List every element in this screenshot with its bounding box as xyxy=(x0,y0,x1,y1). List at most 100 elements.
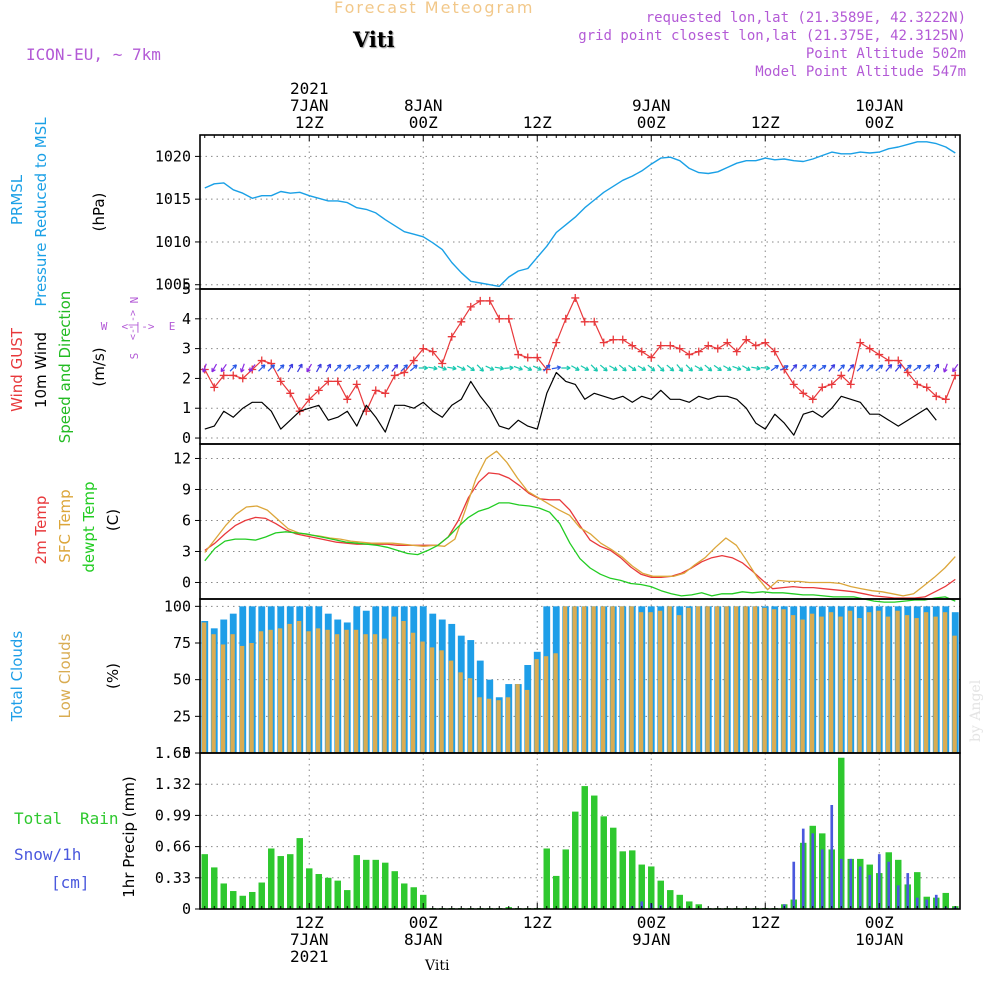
total-rain-label-b: Rain xyxy=(80,809,119,828)
gust-marker xyxy=(865,344,874,353)
low-cloud-bar xyxy=(809,613,815,753)
rain-bar xyxy=(353,855,360,909)
wind-direction-arrow xyxy=(287,363,294,373)
low-cloud-bar xyxy=(410,632,416,753)
low-cloud-bar xyxy=(895,610,900,753)
wind-direction-arrow xyxy=(666,364,675,372)
snow-bar xyxy=(915,897,919,909)
wind-direction-arrow xyxy=(866,364,874,372)
wind-direction-arrow xyxy=(713,364,722,372)
gust-marker xyxy=(428,347,437,356)
wind-direction-arrow xyxy=(628,364,637,372)
gust-marker xyxy=(561,314,570,323)
gust-marker xyxy=(400,368,409,377)
pressure-unit: (hPa) xyxy=(90,193,108,232)
wind-direction-arrow xyxy=(770,364,779,372)
wind-direction-arrow xyxy=(362,364,371,372)
wind-direction-arrow xyxy=(847,363,855,372)
gust-marker xyxy=(390,371,399,380)
low-cloud-bar xyxy=(667,606,672,753)
gust-marker xyxy=(542,365,551,374)
low-cloud-bar xyxy=(315,628,321,753)
low-cloud-bar xyxy=(629,606,634,753)
gust-marker xyxy=(685,350,694,359)
product-title: Forecast Meteogram xyxy=(334,0,535,17)
time-label-top: 12Z xyxy=(523,113,552,132)
wind-direction-arrow xyxy=(760,365,771,371)
gust-marker xyxy=(666,341,675,350)
wind-direction-arrow xyxy=(504,365,514,371)
pressure-label-short: PRMSL xyxy=(8,174,26,225)
gust-marker xyxy=(903,368,912,377)
time-label-bottom: 12Z xyxy=(751,913,780,932)
gust-marker xyxy=(523,353,532,362)
low-cloud-bar xyxy=(325,629,330,753)
time-label-top: 8JAN xyxy=(404,96,443,115)
low-cloud-bar xyxy=(230,634,235,753)
grid-layer xyxy=(200,135,960,910)
gust-marker xyxy=(352,380,361,389)
low-cloud-bar xyxy=(268,629,273,753)
wind-direction-arrow xyxy=(372,364,380,372)
snow-bar xyxy=(896,885,900,909)
wind-direction-arrow xyxy=(476,364,485,372)
wind-direction-arrow xyxy=(647,364,656,372)
rain-bar xyxy=(562,849,569,909)
wind-direction-arrow xyxy=(571,365,580,371)
rain-bar xyxy=(325,877,332,909)
gust-marker xyxy=(761,338,770,347)
wind-direction-arrow xyxy=(694,365,704,371)
gust-marker xyxy=(827,380,836,389)
wind-direction-arrow xyxy=(240,363,245,373)
gust-marker xyxy=(770,347,779,356)
low-cloud-bar xyxy=(942,612,948,753)
wind-direction-arrow xyxy=(334,364,342,372)
clouds-panel-frame xyxy=(199,598,961,754)
time-label-top: 00Z xyxy=(409,113,438,132)
low-cloud-bar xyxy=(211,634,216,753)
time-label-top: 12Z xyxy=(295,113,324,132)
rain-bar xyxy=(363,859,370,909)
gust-marker xyxy=(875,350,884,359)
wind-direction-arrow xyxy=(618,364,627,372)
temp-2m-label: 2m Temp xyxy=(32,496,50,565)
rain-bar xyxy=(648,866,655,909)
low-cloud-bar xyxy=(420,641,425,753)
model-point-altitude: Model Point Altitude 547m xyxy=(755,64,966,80)
rain-bar xyxy=(268,848,275,909)
snow-unit-label: [cm] xyxy=(51,873,90,892)
wind-direction-arrow xyxy=(513,365,523,371)
rain-bar xyxy=(553,875,560,909)
clouds-tick-label: 100 xyxy=(164,597,191,615)
temp-tick-label: 3 xyxy=(182,542,191,560)
rain-bar xyxy=(619,851,626,909)
low-cloud-bar xyxy=(771,609,777,753)
gust-marker xyxy=(675,344,684,353)
low-cloud-bar xyxy=(714,606,720,753)
gust-marker xyxy=(808,395,817,404)
low-cloud-bar xyxy=(344,629,349,753)
wind-direction-arrow xyxy=(352,365,362,371)
rain-bar xyxy=(410,887,417,909)
station-title: Viti xyxy=(353,27,395,52)
low-cloud-bar xyxy=(363,634,368,753)
wind-direction-arrow xyxy=(494,365,505,371)
snow-bar xyxy=(868,874,872,909)
low-cloud-bar xyxy=(287,623,292,753)
time-label-bottom: 00Z xyxy=(865,913,894,932)
gust-marker xyxy=(257,356,266,365)
gust-marker xyxy=(457,317,466,326)
pressure-tick-label: 1020 xyxy=(155,147,191,165)
wind-unit: (m/s) xyxy=(90,347,108,386)
wind-direction-arrow xyxy=(751,365,761,371)
rain-bar xyxy=(372,859,379,909)
rain-bar xyxy=(230,891,237,909)
low-cloud-bar xyxy=(743,606,748,753)
wind-direction-arrow xyxy=(856,364,865,372)
model-label: ICON-EU, ~ 7km xyxy=(26,45,161,64)
time-label-top: 12Z xyxy=(751,113,780,132)
compass-center: <-|-> xyxy=(121,320,154,333)
low-cloud-bar xyxy=(277,628,283,753)
gust-marker xyxy=(894,356,903,365)
rain-bar xyxy=(629,850,636,909)
